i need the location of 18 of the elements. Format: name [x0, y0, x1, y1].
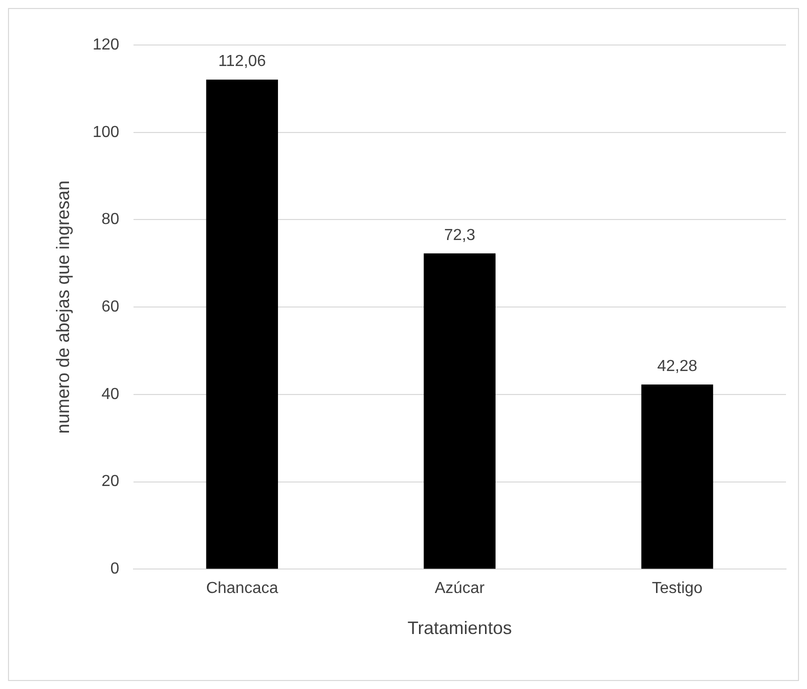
y-tick-label: 120	[92, 36, 120, 54]
data-label: 42,28	[657, 358, 698, 375]
bar	[641, 384, 714, 569]
data-label: 112,06	[218, 53, 266, 70]
x-axis-title: Tratamientos	[407, 618, 512, 638]
y-tick-label: 60	[102, 298, 120, 316]
y-tick-label: 20	[102, 473, 120, 490]
bar	[206, 80, 278, 569]
x-tick-label: Chancaca	[206, 580, 278, 598]
y-tick-label: 40	[102, 386, 120, 403]
data-label: 72,3	[444, 226, 476, 244]
y-tick-label: 100	[92, 124, 120, 141]
x-tick-label: Azúcar	[434, 580, 486, 598]
x-tick-label: Testigo	[652, 580, 703, 598]
y-tick-label: 80	[102, 211, 120, 228]
bar	[424, 253, 496, 569]
y-axis-title: numero de abejas que ingresan	[52, 180, 73, 434]
y-tick-label: 0	[110, 560, 120, 578]
